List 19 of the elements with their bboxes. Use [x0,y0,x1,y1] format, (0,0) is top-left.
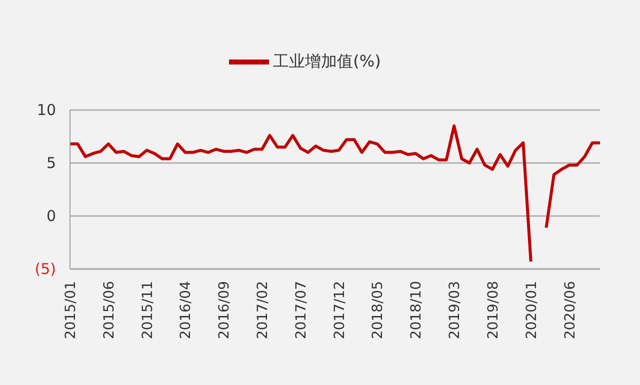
x-tick-label: 2018/05 [370,281,386,340]
y-tick-label: 0 [46,207,56,225]
x-tick-label: 2020/06 [562,280,578,340]
x-tick-label: 2018/10 [408,281,425,340]
x-tick-label: 2015/01 [63,281,79,340]
y-tick-label: (5) [34,260,56,278]
x-tick-label: 2020/01 [524,281,540,340]
x-tick-label: 2017/02 [255,281,272,340]
x-tick-label: 2016/04 [178,280,194,340]
y-tick-label: 5 [46,154,56,172]
x-tick-label: 2016/09 [216,281,233,340]
x-tick-label: 2019/08 [485,281,502,340]
y-tick-label: 10 [36,101,56,119]
x-tick-label: 2017/07 [293,281,310,340]
x-tick-label: 2019/03 [447,281,464,340]
x-tick-label: 2015/06 [101,280,118,340]
x-tick-label: 2017/12 [332,281,348,340]
legend-label: 工业增加值(%) [273,51,381,70]
x-tick-label: 2015/11 [140,281,156,340]
